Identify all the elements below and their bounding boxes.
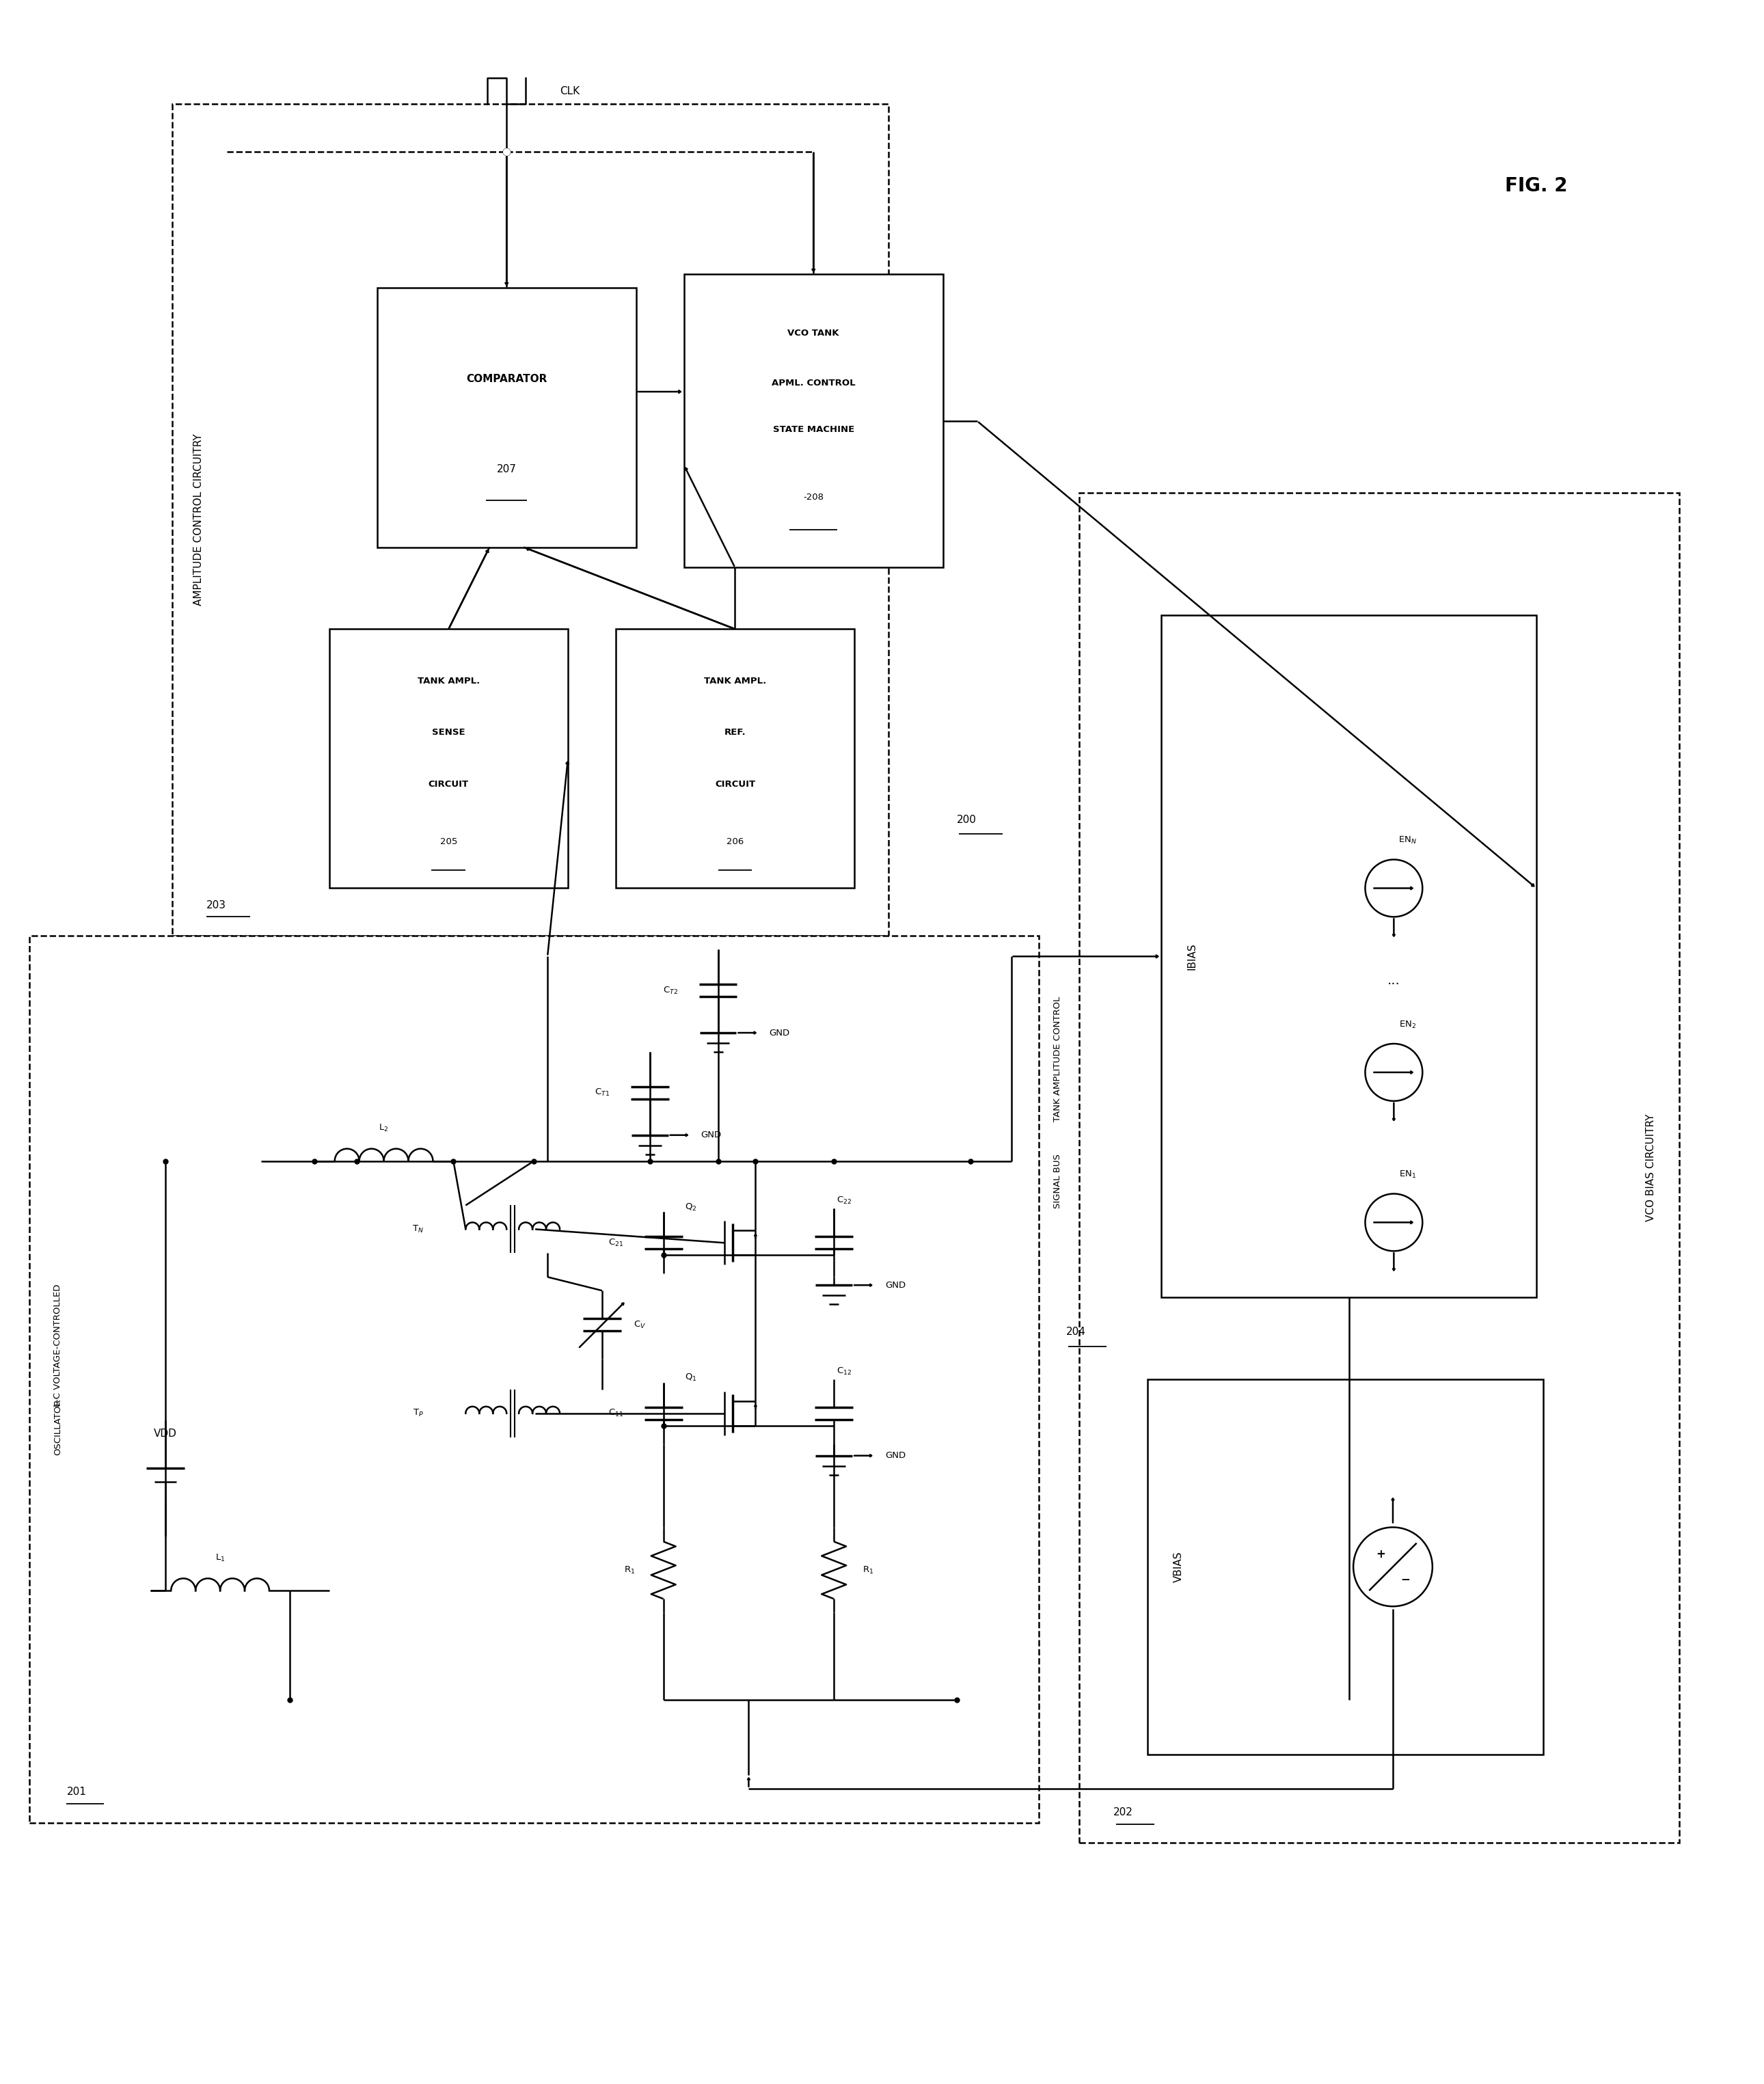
- Text: GND: GND: [700, 1132, 721, 1140]
- Text: 206: 206: [727, 838, 744, 846]
- Bar: [30, 936, 1039, 1824]
- Text: ...: ...: [1388, 973, 1401, 986]
- Bar: [330, 629, 568, 888]
- Text: STATE MACHINE: STATE MACHINE: [773, 425, 854, 433]
- Text: R$_1$: R$_1$: [624, 1565, 635, 1576]
- Text: 203: 203: [206, 900, 226, 911]
- Text: VCO TANK: VCO TANK: [789, 329, 840, 338]
- Text: 204: 204: [1065, 1325, 1085, 1336]
- Text: GND: GND: [886, 1282, 905, 1290]
- Text: C$_{T1}$: C$_{T1}$: [594, 1088, 610, 1098]
- Text: SENSE: SENSE: [432, 727, 466, 738]
- Text: 202: 202: [1113, 1807, 1132, 1817]
- Text: VCO BIAS CIRCUITRY: VCO BIAS CIRCUITRY: [1646, 1115, 1656, 1221]
- Text: T$_N$: T$_N$: [413, 1223, 423, 1234]
- Text: SIGNAL BUS: SIGNAL BUS: [1053, 1155, 1062, 1209]
- Text: 201: 201: [67, 1786, 86, 1796]
- Text: GND: GND: [769, 1027, 790, 1038]
- Text: IBIAS: IBIAS: [1187, 942, 1198, 969]
- Text: OSCILLATOR: OSCILLATOR: [53, 1398, 62, 1455]
- Text: EN$_1$: EN$_1$: [1399, 1169, 1416, 1180]
- Text: L-C VOLTAGE-CONTROLLED: L-C VOLTAGE-CONTROLLED: [53, 1284, 62, 1407]
- Text: C$_{12}$: C$_{12}$: [836, 1365, 852, 1375]
- Text: 207: 207: [497, 465, 517, 475]
- Text: C$_V$: C$_V$: [633, 1319, 646, 1330]
- Text: CIRCUIT: CIRCUIT: [714, 779, 755, 790]
- Text: TANK AMPLITUDE CONTROL: TANK AMPLITUDE CONTROL: [1053, 996, 1062, 1121]
- Text: 200: 200: [956, 815, 977, 825]
- Text: -208: -208: [803, 492, 824, 502]
- Text: CLK: CLK: [559, 85, 580, 96]
- Text: R$_1$: R$_1$: [863, 1565, 873, 1576]
- Bar: [1080, 492, 1679, 1842]
- Text: −: −: [1401, 1573, 1409, 1586]
- Text: Q$_1$: Q$_1$: [684, 1373, 697, 1384]
- Text: REF.: REF.: [725, 727, 746, 738]
- Bar: [173, 104, 889, 936]
- Text: APML. CONTROL: APML. CONTROL: [771, 379, 856, 388]
- Text: Q$_2$: Q$_2$: [684, 1202, 697, 1213]
- Text: EN$_2$: EN$_2$: [1399, 1019, 1416, 1029]
- Text: TANK AMPL.: TANK AMPL.: [704, 677, 766, 686]
- Text: TANK AMPL.: TANK AMPL.: [418, 677, 480, 686]
- Text: FIG. 2: FIG. 2: [1505, 177, 1568, 196]
- Text: L$_2$: L$_2$: [379, 1123, 388, 1134]
- Text: 205: 205: [439, 838, 457, 846]
- Text: L$_1$: L$_1$: [215, 1553, 226, 1563]
- Text: C$_{22}$: C$_{22}$: [836, 1196, 852, 1207]
- Bar: [377, 288, 637, 548]
- Text: CIRCUIT: CIRCUIT: [429, 779, 469, 790]
- Text: GND: GND: [886, 1450, 905, 1461]
- Text: VDD: VDD: [153, 1430, 176, 1438]
- Text: +: +: [1376, 1548, 1385, 1561]
- Bar: [616, 629, 854, 888]
- Text: C$_{21}$: C$_{21}$: [609, 1238, 623, 1248]
- Bar: [684, 275, 944, 567]
- Text: AMPLITUDE CONTROL CIRCUITRY: AMPLITUDE CONTROL CIRCUITRY: [194, 433, 203, 606]
- Text: VBIAS: VBIAS: [1173, 1550, 1184, 1582]
- Text: COMPARATOR: COMPARATOR: [466, 373, 547, 383]
- Text: EN$_N$: EN$_N$: [1399, 836, 1416, 846]
- Text: C$_{T2}$: C$_{T2}$: [663, 986, 677, 996]
- Text: T$_P$: T$_P$: [413, 1409, 423, 1419]
- Text: C$_{11}$: C$_{11}$: [609, 1409, 623, 1419]
- Bar: [1148, 1380, 1544, 1755]
- Bar: [1161, 615, 1536, 1298]
